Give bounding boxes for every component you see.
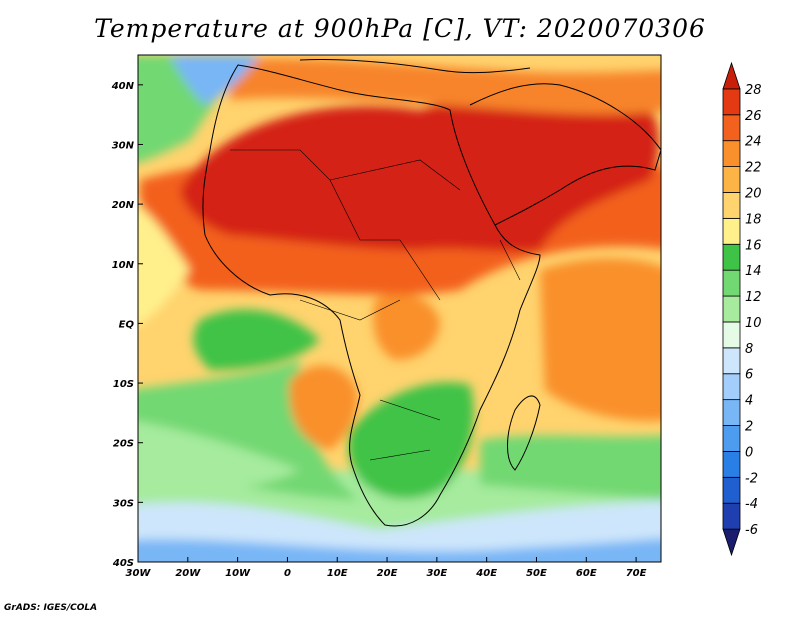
x-tick-label: 30E bbox=[426, 568, 447, 579]
field-med-warm bbox=[230, 58, 661, 115]
colorbar-swatch bbox=[722, 476, 741, 504]
plot-frame bbox=[137, 54, 662, 563]
colorbar-label: 2 bbox=[745, 420, 753, 435]
field-southern-africa-green bbox=[348, 382, 474, 499]
field-atlantic-mint bbox=[138, 421, 300, 492]
colorbar-label: 18 bbox=[745, 212, 762, 227]
y-tick-label: 40N bbox=[111, 81, 135, 92]
y-tick-label: 30N bbox=[112, 140, 135, 151]
colorbar-label: 6 bbox=[745, 368, 753, 383]
colorbar-label: -6 bbox=[745, 523, 758, 538]
colorbar-label: 28 bbox=[745, 83, 762, 98]
colorbar-label: 10 bbox=[745, 316, 762, 331]
y-tick-label: 30S bbox=[113, 498, 134, 509]
colorbar-swatch bbox=[722, 451, 741, 478]
y-tick-label: 10N bbox=[112, 260, 135, 271]
chart-title: Temperature at 900hPa [C], VT: 202007030… bbox=[94, 14, 706, 43]
x-tick-label: 30W bbox=[126, 568, 152, 579]
colorbar-swatch bbox=[722, 269, 741, 297]
y-tick-label: 20N bbox=[112, 200, 135, 211]
colorbar-swatch bbox=[722, 425, 741, 452]
field-congo-warm bbox=[373, 292, 440, 360]
field-indian-warm bbox=[540, 258, 661, 421]
colorbar-swatch bbox=[722, 217, 741, 245]
colorbar-label: 16 bbox=[745, 238, 762, 253]
grads-credit: GrADS: IGES/COLA bbox=[4, 603, 98, 613]
colorbar-label: 22 bbox=[745, 161, 762, 176]
x-tick-label: 10W bbox=[225, 568, 251, 579]
madagascar-coast bbox=[507, 395, 541, 471]
colorbar-swatch bbox=[722, 114, 741, 142]
colorbar-swatch bbox=[722, 140, 741, 167]
colorbar-swatch bbox=[722, 399, 741, 426]
colorbar-swatch bbox=[722, 295, 741, 323]
x-tick-label: 0 bbox=[284, 568, 291, 579]
colorbar-swatch bbox=[722, 373, 741, 401]
temperature-field bbox=[138, 55, 661, 562]
colorbar-label: 12 bbox=[745, 290, 762, 305]
colorbar-label: 4 bbox=[745, 394, 753, 409]
x-tick-label: 10E bbox=[327, 568, 348, 579]
colorbar-label: 8 bbox=[745, 342, 753, 357]
country-borders bbox=[230, 149, 521, 461]
y-tick-label: 20S bbox=[113, 439, 134, 450]
field-nw-blue bbox=[170, 55, 260, 105]
y-tick-label: 10S bbox=[113, 379, 134, 390]
x-tick-label: 50E bbox=[526, 568, 547, 579]
field-gulf-green bbox=[193, 309, 320, 370]
colorbar-label: 20 bbox=[745, 186, 762, 201]
colorbar-swatch bbox=[722, 347, 741, 375]
colorbar-swatch bbox=[722, 321, 741, 349]
colorbar-swatch bbox=[722, 502, 741, 530]
colorbar-swatch bbox=[722, 166, 741, 193]
y-tick-label: 40S bbox=[112, 558, 134, 569]
colorbar-swatch bbox=[722, 61, 741, 90]
colorbar-label: 14 bbox=[745, 264, 762, 279]
x-axis: 30W 20W 10W 0 10E 20E 30E 40E 50E 60E 70E bbox=[126, 557, 647, 579]
colorbar-label: -4 bbox=[745, 497, 758, 512]
coastlines bbox=[202, 58, 661, 527]
x-tick-label: 70E bbox=[626, 568, 647, 579]
colorbar-swatch bbox=[722, 88, 741, 116]
colorbar-label: -2 bbox=[745, 471, 758, 486]
x-tick-label: 20E bbox=[377, 568, 398, 579]
field-sahara-max bbox=[180, 93, 659, 252]
x-tick-label: 20W bbox=[175, 568, 201, 579]
colorbar-label: 0 bbox=[745, 445, 753, 460]
colorbar-label: 24 bbox=[745, 135, 762, 150]
africa-coast bbox=[202, 64, 541, 527]
y-axis: 40S 30S 20S 10S EQ 10N 20N 30N 40N bbox=[111, 81, 143, 569]
field-south-blue bbox=[138, 538, 661, 562]
colorbar-swatch bbox=[722, 192, 741, 219]
field-west-yellow bbox=[138, 205, 190, 326]
y-tick-label: EQ bbox=[119, 319, 135, 330]
europe-coast bbox=[299, 58, 531, 74]
x-tick-label: 60E bbox=[576, 568, 597, 579]
colorbar-swatch bbox=[722, 528, 741, 557]
colorbar-swatch bbox=[722, 243, 741, 271]
x-tick-label: 40E bbox=[475, 568, 497, 579]
colorbar-label: 26 bbox=[745, 109, 762, 124]
field-angola-warm bbox=[289, 365, 358, 450]
